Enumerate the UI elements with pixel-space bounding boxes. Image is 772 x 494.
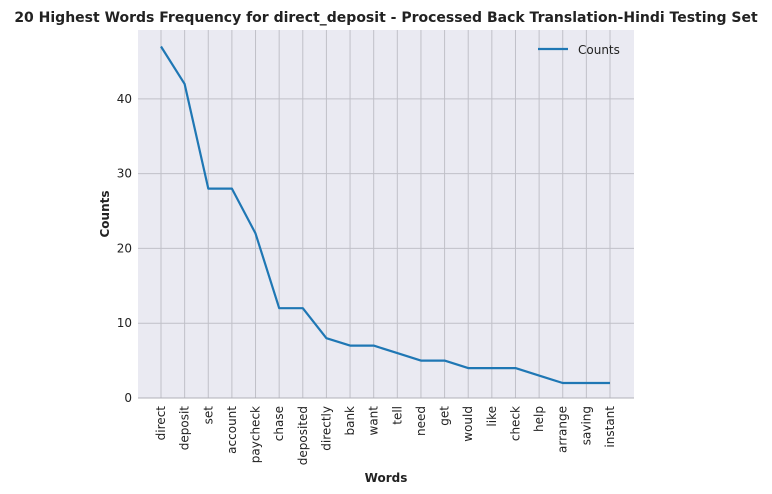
x-tick-label: help [532, 406, 546, 432]
y-axis-label: Counts [98, 190, 112, 237]
x-tick-label: arrange [556, 406, 570, 453]
legend: Counts [538, 43, 620, 57]
x-tick-label: like [485, 406, 499, 427]
x-tick-label: deposit [178, 406, 192, 451]
y-tick-label: 30 [117, 167, 132, 181]
x-tick-label: check [508, 406, 522, 441]
chart-title: 20 Highest Words Frequency for direct_de… [14, 10, 758, 26]
x-tick-label: account [225, 406, 239, 454]
x-tick-label: instant [603, 406, 617, 448]
x-tick-label: paycheck [249, 406, 263, 463]
x-tick-label: want [367, 406, 381, 436]
x-tick-label: need [414, 406, 428, 436]
series-group [160, 45, 611, 385]
x-axis-label: Words [365, 471, 408, 485]
y-tick-label: 0 [124, 391, 132, 405]
x-ticks: direct deposit set account paycheck chase depo… [154, 406, 617, 466]
x-tick-label: get [438, 406, 452, 426]
x-tick-label: chase [272, 406, 286, 441]
y-tick-label: 20 [117, 241, 132, 255]
x-tick-label: would [461, 406, 475, 442]
y-tick-label: 40 [117, 92, 132, 106]
y-ticks: 0 10 20 30 40 [117, 92, 132, 405]
x-tick-label: deposited [296, 406, 310, 465]
x-tick-label: saving [579, 406, 593, 445]
x-tick-label: bank [343, 406, 357, 436]
series-line [160, 45, 610, 385]
x-tick-label: directly [319, 406, 333, 451]
grid [138, 30, 634, 399]
plot-area [138, 30, 634, 398]
x-tick-label: tell [390, 406, 404, 425]
x-tick-label: direct [154, 406, 168, 441]
y-tick-label: 10 [117, 316, 132, 330]
x-tick-label: set [201, 406, 215, 425]
legend-label: Counts [578, 43, 620, 57]
